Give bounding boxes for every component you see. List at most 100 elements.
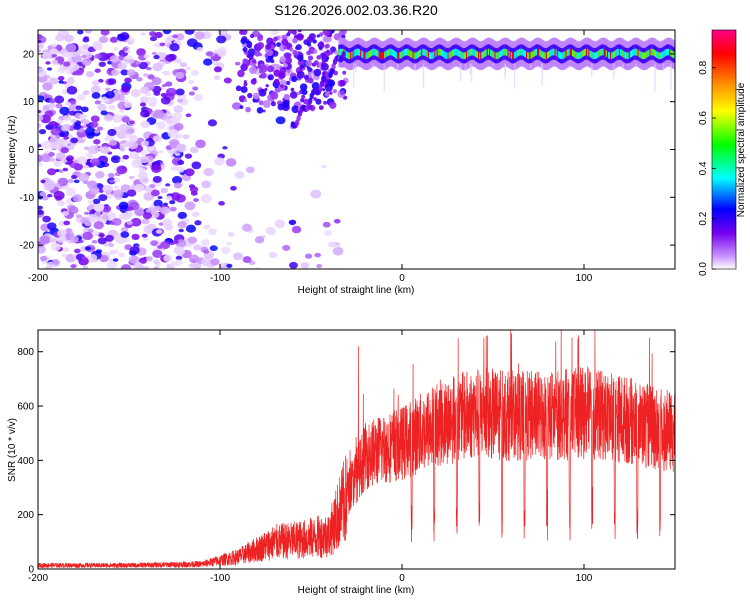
spectrogram-cell <box>153 91 161 96</box>
spectrogram-cell <box>150 240 158 247</box>
spectrogram-cell <box>274 78 280 84</box>
streak-cell <box>541 63 543 86</box>
spectrogram-cell <box>51 43 58 48</box>
spectrogram-cell <box>329 91 333 95</box>
spectrogram-cell <box>155 121 166 130</box>
spectrogram-cell <box>91 240 98 244</box>
spectrogram-cell <box>307 77 314 84</box>
spectrogram-cell <box>305 59 313 67</box>
spectrogram-cell <box>327 241 337 248</box>
spectrogram-cell <box>140 140 150 147</box>
spectrogram-cell <box>105 87 111 92</box>
spectrogram-cell <box>177 211 187 220</box>
spectrogram-cell <box>82 231 93 241</box>
spectrogram-cell <box>38 245 46 254</box>
spectrogram-cell <box>138 61 148 70</box>
spectrogram-cell <box>256 41 265 50</box>
spectrogram-cell <box>268 251 278 259</box>
spectrogram-cell <box>61 253 68 258</box>
spectrogram-cell <box>323 100 328 105</box>
spectrogram-cell <box>59 129 70 138</box>
spectrogram-cell <box>68 103 79 111</box>
spectrogram-cell <box>127 141 139 150</box>
spectrogram-cell <box>243 80 247 84</box>
spectrogram-cell <box>73 179 80 184</box>
y-tick-label: 800 <box>17 347 34 358</box>
streak-cell <box>352 63 355 89</box>
spectrogram-cell <box>87 216 95 222</box>
spectrogram-cell <box>130 217 142 227</box>
y-tick-label: 10 <box>23 97 35 108</box>
spectrogram-cell <box>286 32 291 37</box>
spectrogram-cell <box>122 47 129 51</box>
spectrogram-cell <box>257 64 262 68</box>
spectrogram-cell <box>322 221 331 228</box>
spectrogram-cell <box>56 229 67 237</box>
spectrogram-cell <box>42 105 50 111</box>
spectrogram-cell <box>136 48 146 56</box>
spectrogram-cell <box>152 62 163 72</box>
spectrogram-cell <box>226 241 232 246</box>
spectrogram-cell <box>60 147 69 154</box>
spectrogram-cell <box>219 262 225 267</box>
spectrogram-cell <box>98 194 108 202</box>
spectrogram-cell <box>43 74 50 79</box>
spectrogram-cell <box>177 221 187 229</box>
streak-cell <box>397 63 399 73</box>
spectrogram-cell <box>49 77 59 85</box>
spectrogram-cell <box>46 168 57 176</box>
spectrogram-cell <box>165 195 173 201</box>
spectrogram-cell <box>153 259 160 265</box>
spectrogram-cell <box>315 98 322 105</box>
spectrogram-cell <box>245 166 255 174</box>
spectrogram-cell <box>168 88 176 93</box>
spectrogram-cell <box>107 78 117 85</box>
spectrogram-cell <box>239 105 244 110</box>
spectrogram-cell <box>126 206 134 211</box>
spectrogram-cell <box>38 205 43 210</box>
spectrogram-cell <box>42 215 51 223</box>
spectrogram-cell <box>57 66 66 73</box>
spectrogram-cell <box>98 233 105 238</box>
spectrogram-cell <box>160 96 171 105</box>
spectrogram-cell <box>321 164 327 169</box>
spectrogram-cell <box>266 49 274 57</box>
spectrogram-cell <box>180 62 188 68</box>
spectrogram-cell <box>279 56 287 63</box>
spectrogram-cell <box>94 53 102 59</box>
streak-cell <box>529 63 532 68</box>
y-tick-label: -10 <box>20 193 35 204</box>
spectrogram-cell <box>111 218 122 226</box>
spectrogram-cell <box>311 82 320 90</box>
streak-cell <box>513 63 516 89</box>
spectrogram-cell <box>85 71 95 78</box>
spectrogram-cell <box>90 158 101 167</box>
spectrogram-cell <box>194 31 205 40</box>
spectrogram-cell <box>124 210 134 218</box>
spectrogram-cell <box>133 261 143 269</box>
spectrogram-cell <box>100 96 109 103</box>
spectrogram-cell <box>152 135 162 143</box>
spectrogram-cell <box>110 155 121 164</box>
spectrogram-cell <box>246 53 251 58</box>
spectrogram-cell <box>142 212 153 220</box>
spectrogram-cell <box>138 167 146 173</box>
spectrogram-cell <box>113 177 121 183</box>
y-tick-label: 0 <box>28 565 34 576</box>
spectrogram-cell <box>92 80 100 86</box>
streak-cell <box>459 63 462 82</box>
spectrogram-cell <box>111 69 120 76</box>
spectrogram-cell <box>240 85 248 94</box>
spectrogram-cell <box>63 136 69 140</box>
spectrogram-cell <box>313 49 318 54</box>
spectrogram-cell <box>292 37 298 44</box>
spectrogram-cell <box>329 101 337 109</box>
spectrogram-cell <box>99 35 109 44</box>
spectrogram-cell <box>203 167 214 177</box>
streak-cell <box>666 63 668 65</box>
spectrogram-cell <box>235 85 242 92</box>
spectrogram-cell <box>97 103 107 111</box>
spectrogram-cell <box>176 166 185 173</box>
spectrogram-cell <box>140 32 146 36</box>
spectrogram-cell <box>138 257 148 264</box>
